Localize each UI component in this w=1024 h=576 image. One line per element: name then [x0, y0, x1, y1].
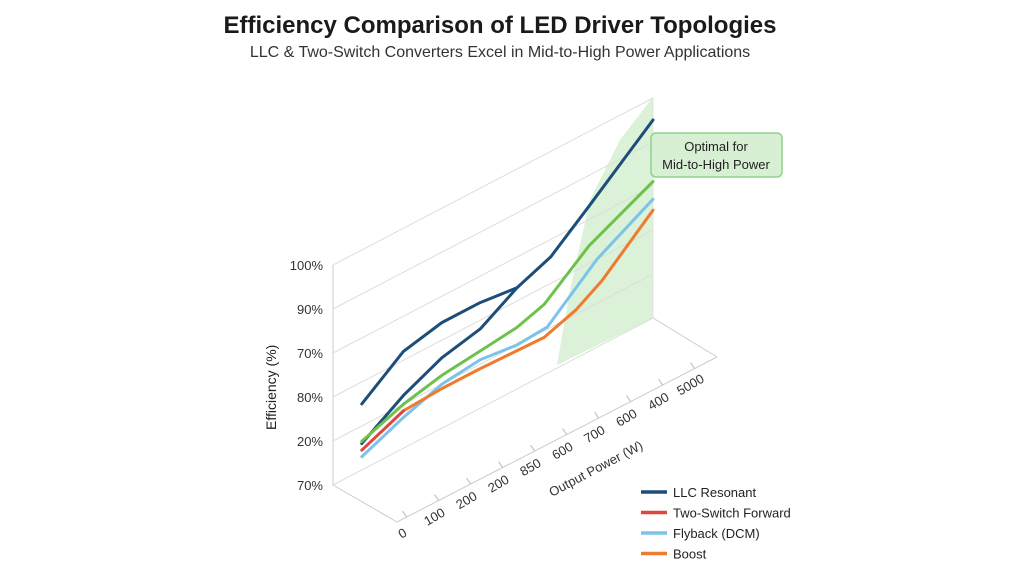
- x-tick-label: 200: [453, 488, 479, 512]
- series-line-two-switch-forward: [360, 409, 405, 452]
- gridline: [332, 141, 654, 310]
- gridline: [332, 317, 654, 486]
- legend-label: Boost: [673, 547, 707, 562]
- legend-label: Flyback (DCM): [673, 526, 760, 541]
- y-tick-label: 20%: [297, 434, 323, 449]
- gridline: [332, 273, 654, 442]
- series-line-boost: [401, 208, 655, 413]
- y-tick-label: 70%: [297, 346, 323, 361]
- x-tick-mark: [690, 362, 696, 369]
- annotation-line-1: Optimal for: [684, 139, 748, 154]
- x-tick-label: 0: [395, 525, 409, 542]
- x-tick-label: 700: [581, 422, 607, 446]
- floor-edge: [332, 484, 398, 523]
- chart-title: Efficiency Comparison of LED Driver Topo…: [223, 12, 777, 39]
- series-line-llc-resonant: [360, 286, 519, 406]
- annotation-line-2: Mid-to-High Power: [662, 157, 770, 172]
- legend: LLC Resonant Two-Switch Forward Flyback (D…: [641, 485, 791, 562]
- x-tick-mark: [562, 428, 568, 435]
- gridline: [332, 185, 654, 354]
- chart-subtitle: LLC & Two-Switch Converters Excel in Mid…: [249, 44, 751, 61]
- x-tick-label: 600: [549, 439, 575, 463]
- x-axis-line: [396, 356, 718, 523]
- x-tick-label: 5000: [674, 371, 707, 398]
- x-tick-mark: [434, 494, 440, 501]
- series-line-flyback-dcm-: [360, 197, 655, 459]
- x-tick-mark: [658, 378, 664, 386]
- x-tick-label: 100: [421, 505, 447, 529]
- x-tick-label: 850: [517, 455, 543, 479]
- x-tick-mark: [626, 395, 632, 402]
- series-line-unlabeled: [360, 118, 655, 446]
- x-tick-mark: [466, 477, 472, 485]
- y-tick-label: 70%: [297, 478, 323, 493]
- legend-label: LLC Resonant: [673, 485, 756, 500]
- x-tick-label: 600: [613, 406, 639, 430]
- y-tick-label: 90%: [297, 302, 323, 317]
- gridline: [332, 97, 654, 266]
- floor-edge: [652, 317, 718, 358]
- x-tick-mark: [594, 411, 600, 419]
- x-tick-mark: [402, 510, 408, 518]
- series-line-unlabeled: [360, 180, 655, 443]
- x-tick-label: 400: [645, 389, 671, 413]
- y-axis-label: Efficiency (%): [263, 345, 279, 430]
- x-tick-mark: [530, 444, 536, 452]
- y-tick-label: 100%: [290, 258, 324, 273]
- x-tick-label: 200: [485, 472, 511, 496]
- annotation-box: Optimal for Mid-to-High Power: [650, 132, 783, 178]
- y-tick-label: 80%: [297, 390, 323, 405]
- x-tick-mark: [498, 461, 504, 468]
- legend-label: Two-Switch Forward: [673, 506, 791, 521]
